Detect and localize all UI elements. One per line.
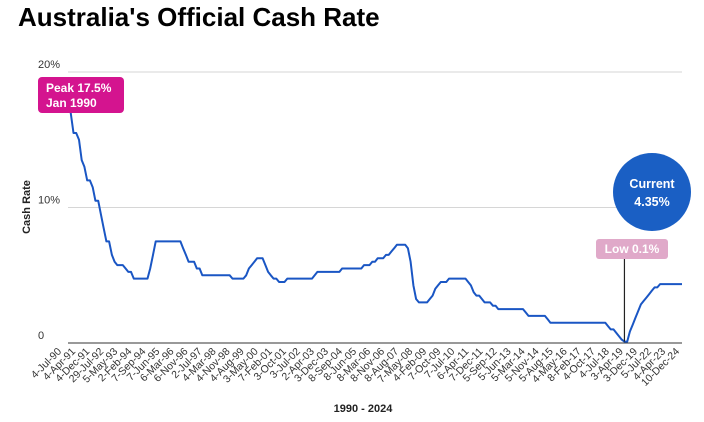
y-tick-label: 0: [38, 330, 44, 342]
x-axis-label: 1990 - 2024: [334, 403, 394, 415]
chart-title: Australia's Official Cash Rate: [18, 2, 380, 32]
current-annotation-circle: [613, 153, 691, 231]
y-axis-ticks: 0 10% 20%: [38, 59, 60, 342]
annotations-group: Peak 17.5%Jan 1990 Low 0.1% Current 4.35%: [38, 77, 691, 342]
grid-lines: [68, 71, 682, 344]
y-axis-label: Cash Rate: [21, 180, 33, 234]
peak-annotation-text: Peak 17.5%: [46, 81, 112, 95]
series-group: [67, 105, 682, 343]
peak-annotation-text: Jan 1990: [46, 96, 97, 110]
current-annotation-text: Current: [629, 177, 675, 191]
series-line-0: [67, 105, 682, 343]
low-annotation-box: [596, 239, 668, 259]
x-axis-ticks: 4-Jul-904-Apr-914-Dec-9129-Jul-925-May-9…: [29, 346, 682, 389]
low-annotation-text: Low 0.1%: [605, 242, 660, 256]
current-annotation-text: 4.35%: [634, 195, 669, 209]
y-tick-label: 20%: [38, 59, 60, 71]
y-tick-label: 10%: [38, 195, 60, 207]
peak-annotation-box: [38, 77, 124, 113]
